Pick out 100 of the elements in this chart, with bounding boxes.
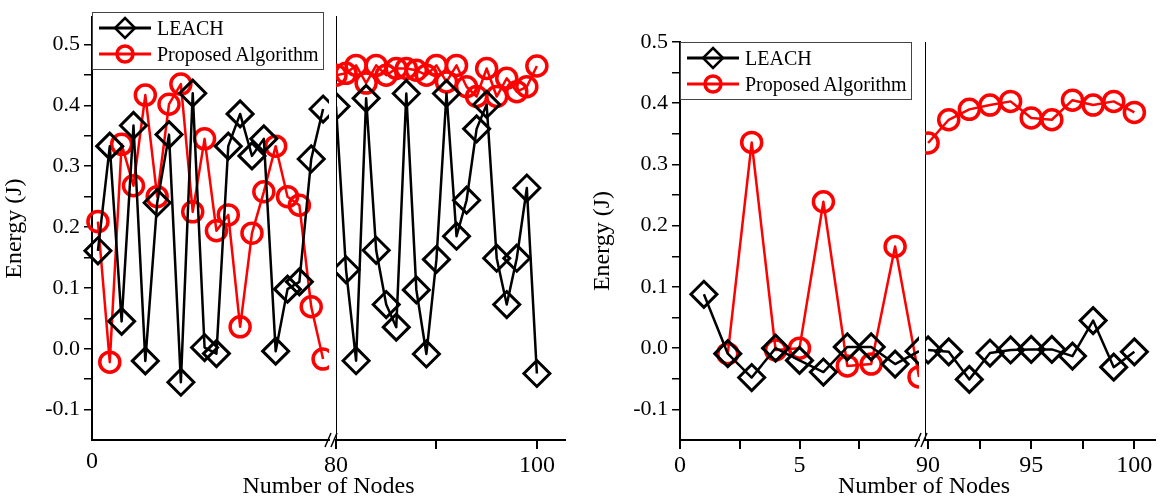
point bbox=[978, 93, 1002, 117]
y-tick-label: -0.1 bbox=[45, 395, 80, 421]
x-tick-label: 100 bbox=[1116, 450, 1153, 477]
point bbox=[228, 315, 252, 339]
point bbox=[133, 83, 158, 107]
point bbox=[86, 209, 110, 234]
point bbox=[287, 193, 312, 217]
point bbox=[178, 78, 208, 108]
point bbox=[505, 79, 529, 104]
point bbox=[444, 53, 469, 78]
point bbox=[689, 279, 719, 309]
point bbox=[936, 108, 961, 132]
point bbox=[502, 243, 532, 273]
point bbox=[1122, 100, 1147, 125]
y-tick-label: 0.4 bbox=[52, 91, 80, 117]
point bbox=[1119, 337, 1149, 367]
point bbox=[384, 56, 409, 81]
point bbox=[1057, 341, 1087, 371]
y-tick-label: 0.2 bbox=[52, 212, 80, 238]
point bbox=[296, 144, 326, 174]
y-tick-label: 0.2 bbox=[640, 211, 668, 237]
point bbox=[954, 364, 984, 394]
point bbox=[1099, 352, 1129, 382]
point bbox=[442, 221, 472, 251]
y-tick-label: 0.3 bbox=[640, 150, 668, 176]
point bbox=[157, 92, 181, 116]
point bbox=[811, 190, 836, 214]
point bbox=[522, 359, 552, 388]
point bbox=[401, 275, 431, 305]
point bbox=[130, 346, 160, 376]
point bbox=[492, 290, 522, 320]
point bbox=[883, 234, 907, 259]
y-tick-label: 0.5 bbox=[52, 30, 80, 56]
point bbox=[1019, 106, 1043, 130]
point bbox=[515, 75, 539, 99]
point bbox=[1081, 93, 1105, 117]
legend-label: Proposed Algorithm bbox=[157, 42, 319, 66]
point bbox=[1078, 306, 1108, 336]
point bbox=[525, 54, 549, 78]
point bbox=[424, 53, 449, 78]
point bbox=[394, 56, 419, 81]
point bbox=[83, 236, 113, 266]
point bbox=[95, 131, 125, 161]
point bbox=[213, 131, 243, 161]
point bbox=[1016, 334, 1046, 364]
point bbox=[204, 218, 229, 243]
point bbox=[482, 243, 512, 273]
point bbox=[240, 221, 264, 245]
y-tick-label: 0.3 bbox=[52, 152, 80, 178]
point bbox=[996, 335, 1026, 365]
point bbox=[975, 338, 1005, 368]
x-tick-label: 100 bbox=[518, 450, 555, 477]
x-tick-label: 95 bbox=[1019, 450, 1044, 477]
y-axis-title: Energy (J) bbox=[587, 190, 614, 292]
point bbox=[275, 184, 300, 209]
point bbox=[452, 185, 482, 215]
point bbox=[835, 354, 860, 378]
point bbox=[998, 89, 1023, 114]
point bbox=[118, 110, 148, 140]
point bbox=[808, 357, 838, 387]
point bbox=[512, 173, 542, 203]
point bbox=[341, 346, 371, 376]
point bbox=[381, 312, 411, 342]
point bbox=[374, 63, 398, 87]
point bbox=[216, 203, 241, 227]
x-tick-label: 0 bbox=[674, 450, 686, 477]
y-tick-label: 0.5 bbox=[640, 27, 668, 53]
point bbox=[856, 332, 886, 362]
point bbox=[166, 367, 196, 397]
point bbox=[107, 306, 137, 336]
y-tick-label: 0.1 bbox=[52, 273, 80, 299]
point bbox=[1060, 88, 1085, 112]
point bbox=[344, 53, 368, 78]
point bbox=[474, 56, 499, 81]
point bbox=[1101, 89, 1126, 114]
point bbox=[273, 274, 303, 304]
point bbox=[411, 339, 441, 369]
point bbox=[431, 78, 461, 108]
y-tick-label: 0.1 bbox=[640, 272, 668, 298]
point bbox=[737, 363, 767, 393]
legend-label: Proposed Algorithm bbox=[745, 72, 907, 96]
point bbox=[957, 97, 982, 122]
legend-label: LEACH bbox=[157, 16, 224, 40]
point bbox=[299, 295, 323, 319]
x-tick-label: 5 bbox=[793, 450, 806, 477]
y-tick-label: 0.0 bbox=[52, 334, 80, 360]
point bbox=[201, 339, 231, 369]
point bbox=[934, 337, 964, 367]
point bbox=[495, 66, 519, 90]
point bbox=[785, 345, 814, 375]
point bbox=[371, 290, 401, 320]
point bbox=[98, 350, 122, 374]
y-tick-label: -0.1 bbox=[633, 395, 668, 421]
point bbox=[421, 244, 451, 274]
point bbox=[1037, 334, 1067, 364]
y-axis-title: Energy (J) bbox=[0, 178, 26, 279]
point bbox=[261, 336, 291, 366]
point bbox=[462, 114, 492, 144]
point bbox=[1040, 108, 1064, 132]
point bbox=[404, 58, 429, 83]
